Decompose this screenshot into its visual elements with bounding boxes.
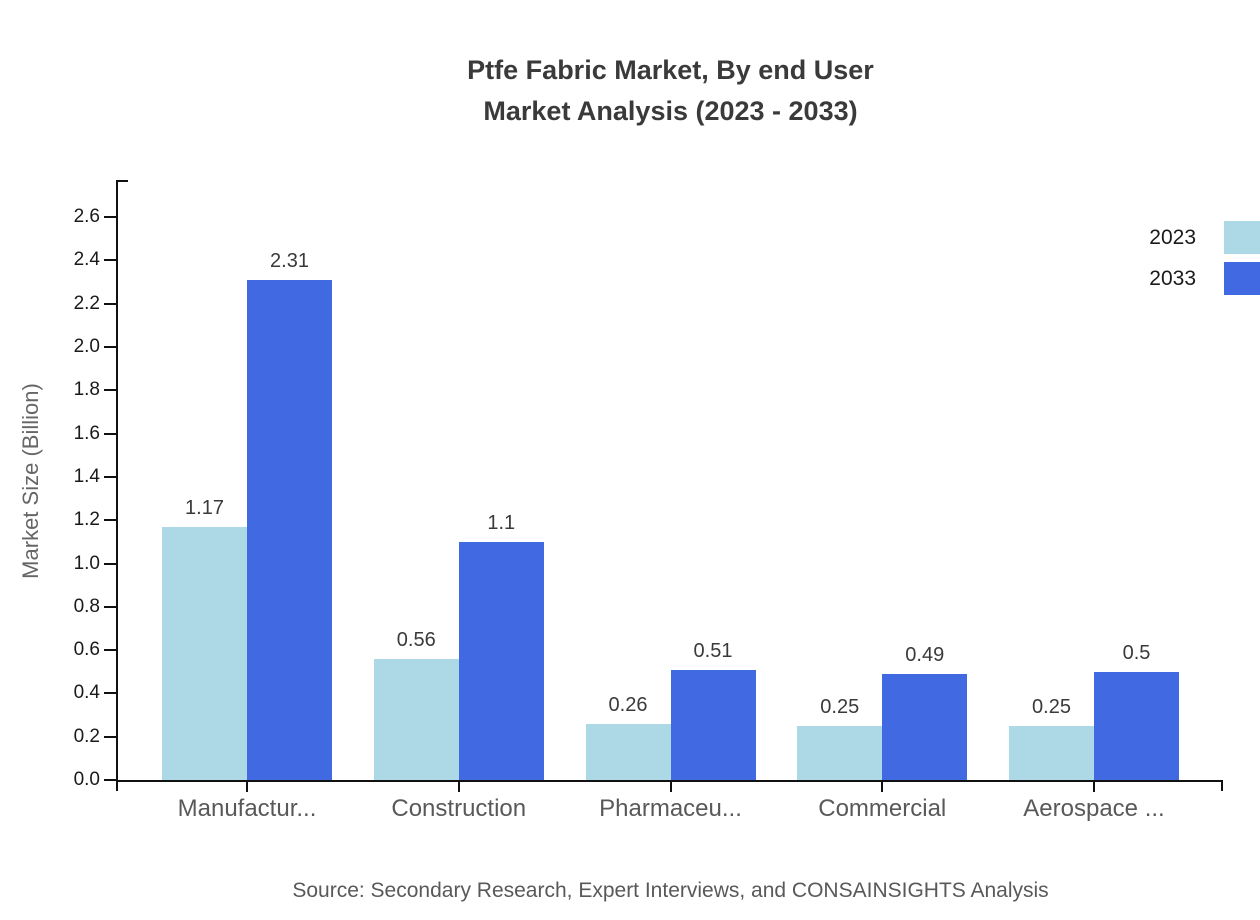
category-label: Construction (391, 795, 527, 822)
bar-value-label: 0.49 (905, 643, 945, 666)
bar-2023 (1009, 725, 1094, 780)
x-tick (881, 781, 884, 792)
x-tick (246, 781, 248, 792)
x-tick (669, 781, 672, 792)
y-tick-label: 2.4 (73, 249, 100, 271)
bar-2033 (882, 673, 968, 780)
category-label: Commercial (818, 795, 947, 822)
y-tick-label: 0.8 (73, 595, 100, 617)
bar-value-label: 0.26 (608, 693, 648, 716)
category-label: Pharmaceu... (599, 795, 742, 822)
bar-2023 (585, 723, 671, 780)
x-tick (457, 781, 460, 792)
x-tick (1093, 781, 1095, 792)
category-label: Aerospace ... (1023, 795, 1165, 822)
y-tick (104, 735, 116, 738)
y-tick (104, 432, 116, 435)
bar-value-label: 0.51 (693, 639, 733, 662)
y-tick (104, 346, 116, 348)
legend-swatch-2033 (1224, 262, 1260, 295)
bar-value-label: 0.56 (396, 628, 436, 651)
y-tick-label: 1.6 (73, 422, 100, 444)
category-label: Manufactur... (177, 795, 317, 822)
bar-2023 (373, 658, 459, 780)
y-tick (104, 649, 116, 652)
bar-2023 (162, 526, 247, 780)
y-tick (104, 519, 116, 522)
y-tick-label: 2.2 (73, 292, 100, 314)
y-tick-label: 0.6 (73, 639, 100, 661)
bar-value-label: 1.1 (487, 511, 516, 534)
y-tick (104, 216, 116, 219)
chart-title-line2: Market Analysis (2023 - 2033) (483, 96, 858, 126)
bar-2033 (458, 541, 544, 780)
bar-value-label: 0.25 (1032, 695, 1071, 718)
bar-2033 (670, 669, 756, 780)
chart-title-line1: Ptfe Fabric Market, By end User (467, 55, 874, 85)
y-tick (104, 779, 116, 781)
x-axis-end-tick (1221, 780, 1223, 791)
chart-title: Ptfe Fabric Market, By end User Market A… (118, 50, 1223, 132)
y-tick (104, 605, 116, 608)
y-tick-label: 0.4 (73, 682, 100, 704)
bar-value-label: 0.25 (820, 695, 860, 718)
bar-2033 (247, 279, 332, 780)
y-tick-label: 2.6 (73, 206, 100, 228)
y-tick (104, 389, 116, 392)
y-axis-spine (116, 180, 118, 791)
y-tick-label: 2.0 (73, 336, 100, 357)
y-tick-label: 1.4 (73, 465, 100, 487)
y-tick (104, 302, 116, 305)
bar-2033 (1094, 671, 1179, 780)
legend-swatch-2023 (1224, 221, 1260, 254)
bar-value-label: 0.5 (1122, 641, 1151, 664)
y-tick (104, 692, 116, 695)
y-tick (104, 259, 116, 262)
bar-value-label: 1.17 (185, 496, 224, 519)
y-tick (104, 475, 116, 478)
y-tick-label: 0.2 (73, 725, 100, 747)
y-tick-label: 0.0 (73, 769, 100, 790)
y-axis-top-cap (118, 180, 128, 182)
bar-value-label: 2.31 (270, 249, 309, 272)
source-note: Source: Secondary Research, Expert Inter… (292, 879, 1049, 902)
bar-2023 (797, 725, 883, 780)
y-tick-label: 1.2 (73, 509, 100, 531)
y-tick-label: 1.8 (73, 379, 100, 401)
legend-label-2033: 2033 (1149, 267, 1196, 290)
legend-label-2023: 2023 (1149, 226, 1196, 249)
y-tick-label: 1.0 (73, 552, 100, 574)
y-tick (104, 562, 116, 565)
